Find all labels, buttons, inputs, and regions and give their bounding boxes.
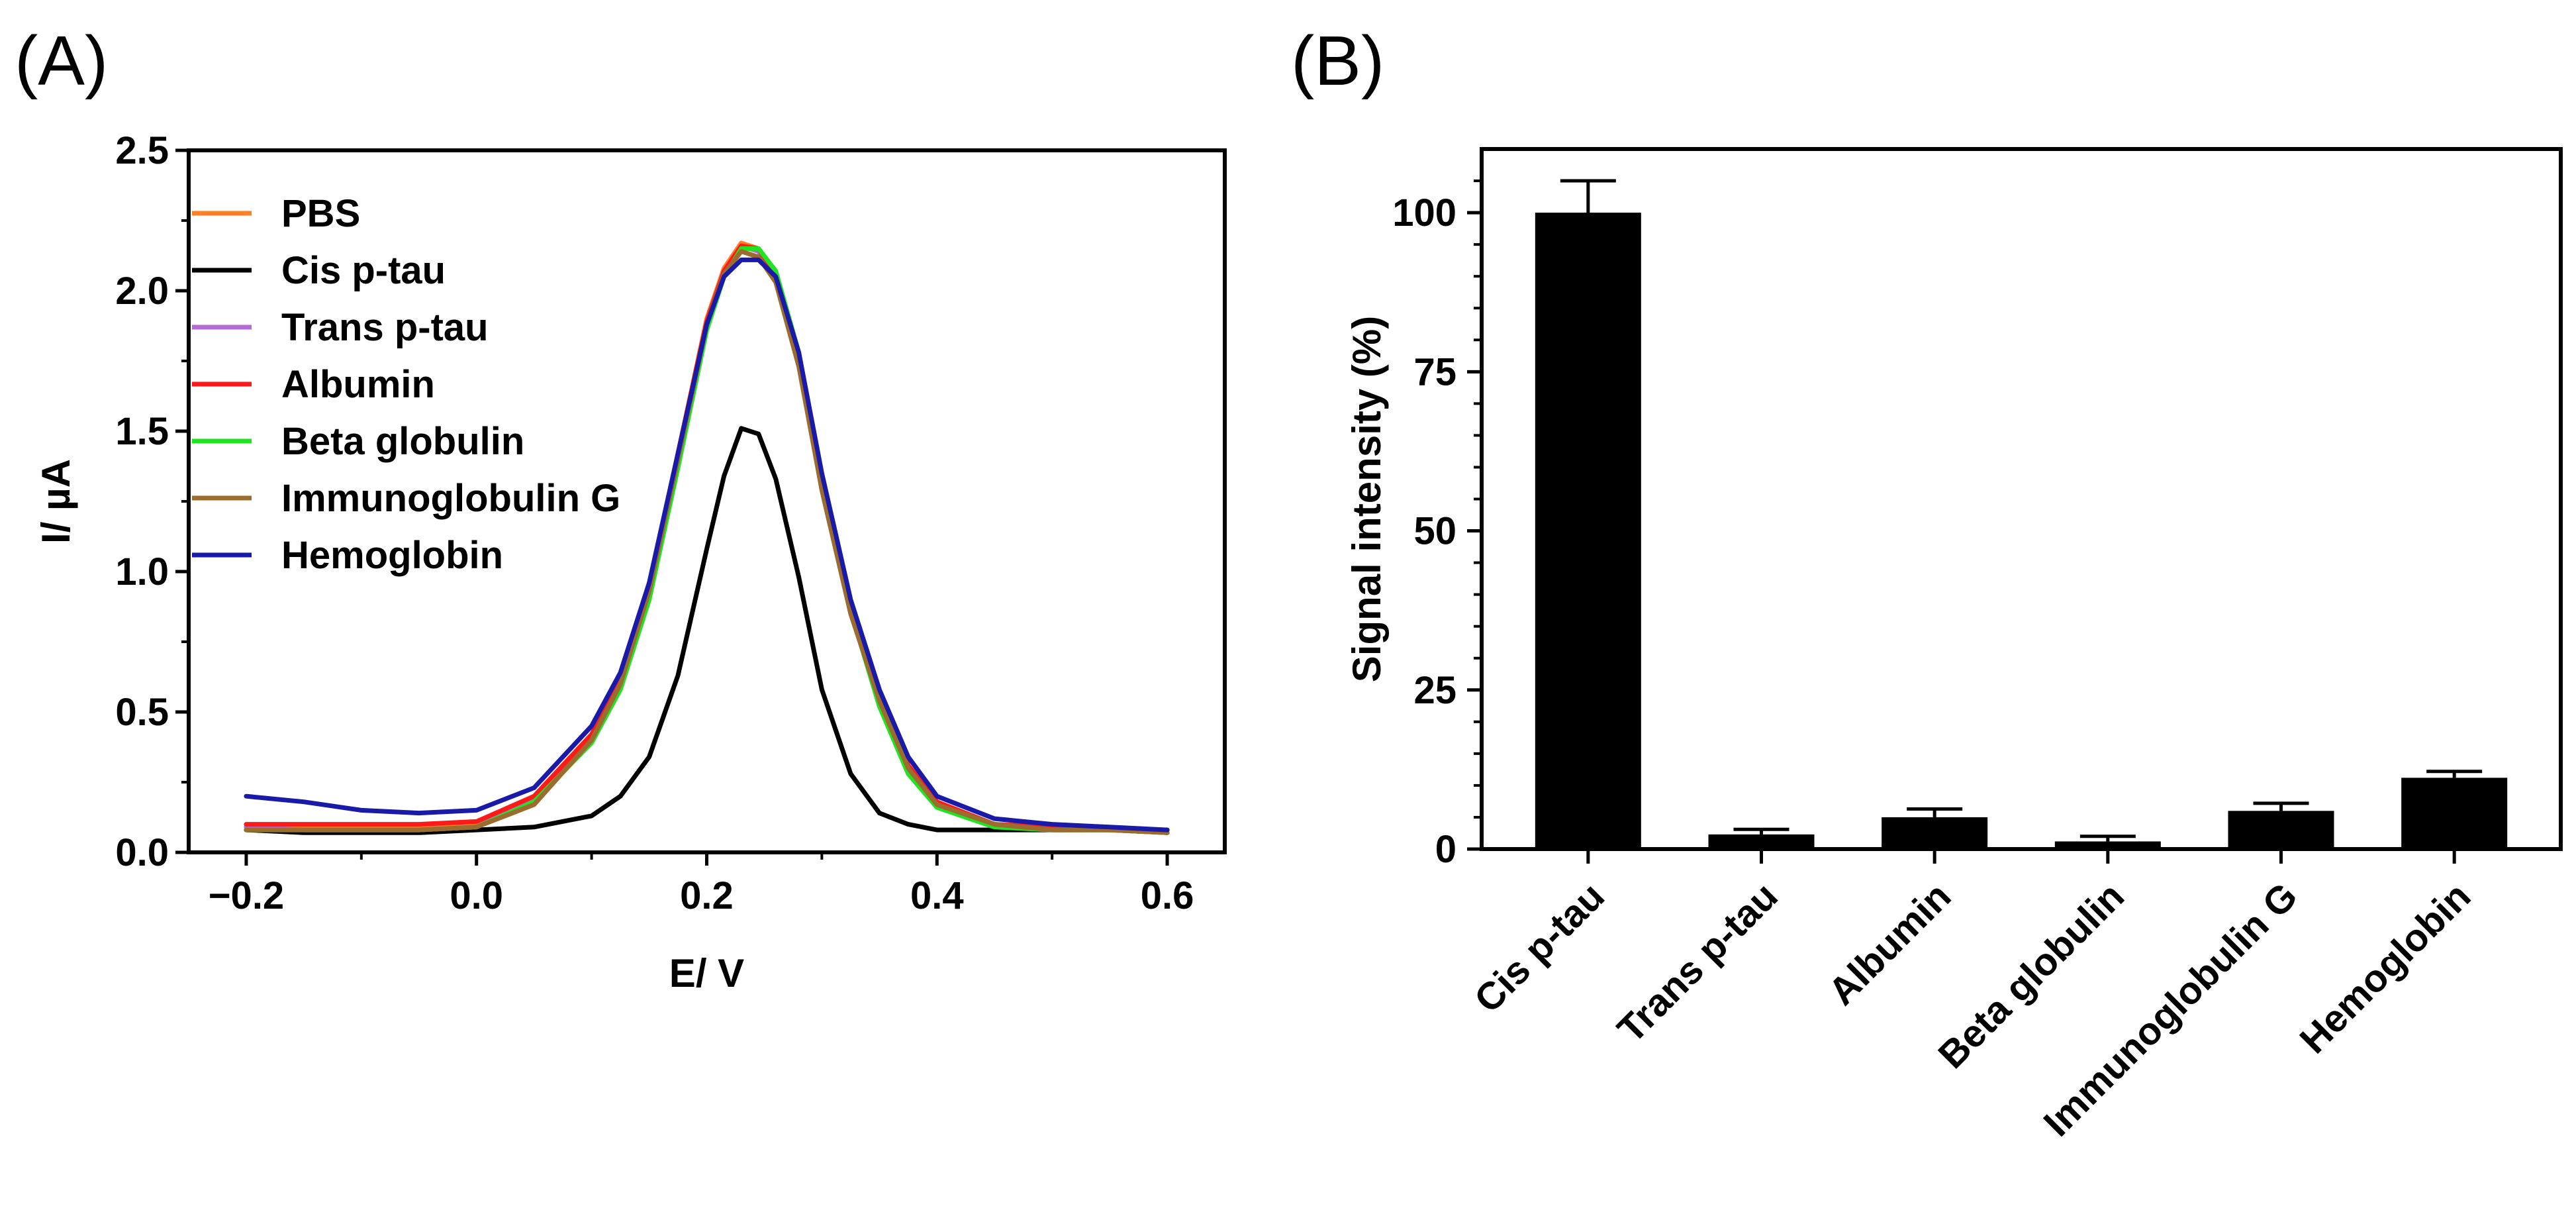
panel-a: (A) 0.0 0.5 1.0 1.5 2.0 2.5 −0.2 0.0 0.2 0.4 0.6 P… xyxy=(15,22,1227,995)
y-tick-label: 50 xyxy=(1413,510,1456,553)
x-tick-label: 0.2 xyxy=(680,874,734,917)
panel-a-x-axis-title: E/ V xyxy=(669,951,744,995)
bar xyxy=(2054,841,2161,849)
y-tick-label: 0 xyxy=(1435,828,1456,871)
category-label: Albumin xyxy=(1820,874,1959,1013)
series-line xyxy=(244,249,1170,835)
legend-label: Immunoglobulin G xyxy=(281,477,620,520)
bar xyxy=(1882,817,1988,849)
bar xyxy=(2401,778,2508,849)
panel-b-plot-frame xyxy=(1480,147,2563,851)
y-tick-label: 1.0 xyxy=(115,550,169,593)
y-tick-label: 0.5 xyxy=(115,691,169,734)
panel-a-axes: 0.0 0.5 1.0 1.5 2.0 2.5 −0.2 0.0 0.2 0.4 0.6 xyxy=(115,129,1194,917)
category-label: Cis p-tau xyxy=(1466,874,1613,1021)
y-tick-label: 0.0 xyxy=(115,831,169,874)
y-tick-label: 100 xyxy=(1392,191,1456,234)
y-tick-label: 25 xyxy=(1413,669,1456,712)
legend-label: Beta globulin xyxy=(281,420,524,463)
legend-label: Trans p-tau xyxy=(281,306,489,349)
category-label: Beta globulin xyxy=(1930,874,2132,1077)
panel-b-bars xyxy=(1535,179,2508,849)
legend-label: Hemoglobin xyxy=(281,534,503,577)
bar xyxy=(1535,213,1641,849)
x-tick-label: −0.2 xyxy=(209,874,285,917)
series-line xyxy=(244,257,1170,833)
panel-a-y-axis-title: I/ µA xyxy=(34,459,78,544)
panel-b-y-axis-title: Signal intensity (%) xyxy=(1345,316,1389,682)
y-tick-label: 2.5 xyxy=(115,129,169,172)
panel-b-label: (B) xyxy=(1291,22,1384,100)
x-tick-label: 0.0 xyxy=(450,874,503,917)
legend-label: Cis p-tau xyxy=(281,249,446,292)
category-label: Hemoglobin xyxy=(2291,874,2479,1062)
series-line xyxy=(244,426,1170,835)
y-tick-label: 2.0 xyxy=(115,270,169,313)
panel-a-legend: PBS Cis p-tau Trans p-tau Albumin Beta globu… xyxy=(192,192,620,577)
panel-a-series-lines xyxy=(244,240,1170,835)
x-tick-label: 0.6 xyxy=(1141,874,1194,917)
panel-a-label: (A) xyxy=(15,22,108,100)
x-tick-label: 0.4 xyxy=(910,874,964,917)
legend-label: Albumin xyxy=(281,363,435,406)
legend-label: PBS xyxy=(281,192,360,235)
y-tick-label: 75 xyxy=(1413,350,1456,393)
bar xyxy=(2228,811,2334,849)
y-tick-label: 1.5 xyxy=(115,410,169,453)
category-label: Trans p-tau xyxy=(1609,874,1786,1051)
bar xyxy=(1708,834,1815,849)
